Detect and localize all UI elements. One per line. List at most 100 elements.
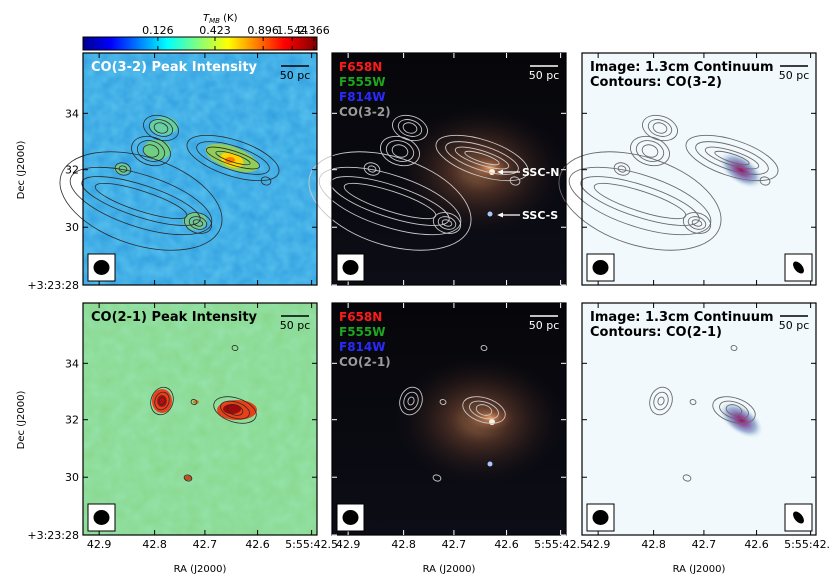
beam-ellipse — [592, 510, 609, 525]
ylabel-bottom: Dec (J2000) — [16, 391, 27, 450]
contour — [685, 134, 779, 182]
contour — [183, 212, 213, 234]
legend-co32: CO(3-2) — [339, 105, 391, 119]
contour — [260, 176, 272, 186]
x-tick-label: 5:55:42.5 — [534, 538, 587, 551]
contour — [407, 396, 415, 406]
contour — [657, 396, 665, 406]
contour — [687, 216, 707, 230]
beam-ellipse-continuum — [793, 511, 804, 524]
beam-ellipse — [93, 260, 110, 275]
contour — [148, 119, 174, 137]
panel-frame — [331, 302, 567, 536]
colorbar-tick-label: 0.423 — [199, 24, 231, 37]
colorbar-ticks — [157, 37, 315, 50]
legend-f555w-top: F555W — [339, 75, 385, 89]
x-tick-label: 42.6 — [744, 538, 769, 551]
contour — [558, 151, 722, 251]
contour — [480, 344, 488, 352]
colorbar-tick-label: 0.896 — [247, 24, 279, 37]
contour — [682, 212, 712, 234]
panel-3-title-line2: Contours: CO(3-2) — [590, 75, 722, 90]
contour — [213, 396, 257, 424]
arrowhead-ssc-s — [497, 212, 503, 218]
panel-co21-peak-intensity — [83, 303, 317, 535]
panel-continuum-co21 — [582, 303, 816, 535]
panel-6-title-line2: Contours: CO(2-1) — [590, 325, 722, 340]
x-tick-label: 42.7 — [193, 538, 218, 551]
colorbar-tick-label: 0.126 — [142, 24, 174, 37]
arrowhead-ssc-n — [497, 169, 503, 175]
contour — [464, 150, 500, 166]
colorbar — [82, 36, 318, 51]
y-tick-label: 34 — [65, 357, 79, 370]
contour — [649, 386, 673, 416]
contour — [437, 216, 457, 230]
contour — [118, 165, 128, 173]
contour — [439, 398, 447, 406]
panel-1-title: CO(3-2) Peak Intensity — [91, 60, 258, 75]
contour — [617, 165, 627, 173]
contour — [392, 114, 428, 142]
contour — [725, 404, 743, 416]
contour — [682, 474, 692, 482]
y-tick-label: 32 — [65, 164, 79, 177]
contour — [142, 144, 160, 158]
contour — [652, 122, 668, 134]
contour — [469, 400, 499, 420]
contour — [445, 141, 519, 175]
contour — [153, 122, 169, 134]
contour — [391, 144, 409, 158]
contour — [719, 400, 749, 420]
colorbar-tick-label: 1.544 — [276, 24, 308, 37]
contour — [205, 146, 261, 170]
contour — [399, 386, 423, 416]
contour — [454, 146, 510, 170]
scale-bar-label: 50 pc — [280, 69, 311, 82]
x-tick-label: 42.9 — [87, 538, 112, 551]
contour — [196, 141, 270, 175]
panel-frame — [581, 52, 817, 286]
contour — [714, 150, 750, 166]
contour — [397, 119, 423, 137]
legend-f814w-bottom: F814W — [339, 340, 385, 354]
x-tick-label: 42.8 — [641, 538, 666, 551]
panel-frame — [331, 52, 567, 286]
y-tick-label: 30 — [65, 471, 79, 484]
y-tick-label: 32 — [65, 414, 79, 427]
beam-ellipse — [93, 510, 110, 525]
contour — [158, 396, 166, 406]
contour — [380, 135, 420, 167]
y-tick-label: 34 — [65, 107, 79, 120]
contour — [509, 176, 521, 186]
scale-bar-label: 50 pc — [280, 319, 311, 332]
x-tick-label: 42.9 — [336, 538, 361, 551]
colorbar-tick-label: 2.366 — [298, 24, 330, 37]
contour — [308, 151, 472, 251]
contour — [641, 144, 659, 158]
contour — [186, 134, 280, 182]
contour — [192, 219, 204, 227]
tick-labels: 34 32 30 +3:23:28 34 32 30 +3:23:28 42.9 42.8 42.7… — [27, 107, 830, 551]
contour — [642, 114, 678, 142]
contour — [188, 216, 208, 230]
legend-co21: CO(2-1) — [339, 355, 391, 369]
contour — [215, 150, 251, 166]
label-ssc-s: SSC-S — [522, 209, 558, 222]
co-contours — [59, 114, 779, 482]
contour — [154, 391, 170, 411]
contour — [231, 345, 239, 351]
contour — [475, 404, 493, 416]
contour — [190, 399, 198, 405]
contour — [462, 396, 506, 424]
contour — [704, 146, 760, 170]
x-tick-label: 42.8 — [391, 538, 416, 551]
x-tick-label: 42.8 — [142, 538, 167, 551]
panel-6-title-line1: Image: 1.3cm Continuum — [590, 310, 774, 325]
y-tick-label: +3:23:28 — [27, 529, 79, 542]
x-tick-label: 5:55:42.5 — [285, 538, 338, 551]
contour — [435, 134, 529, 182]
beam-ellipse — [342, 510, 359, 525]
legend-f658n-top: F658N — [339, 60, 382, 74]
contour — [432, 212, 462, 234]
